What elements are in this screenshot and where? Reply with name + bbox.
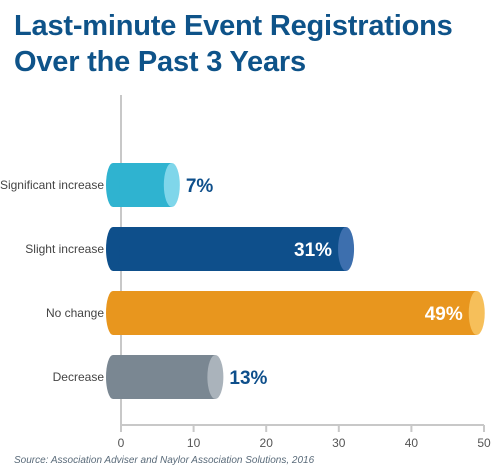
bar-end-cap [468,291,485,335]
value-label: 31% [294,240,332,261]
bar [113,355,216,399]
category-label: Slight increase [25,242,104,256]
value-label: 49% [425,304,463,325]
x-tick-label: 50 [477,436,491,450]
bar-group-2 [106,291,485,335]
x-tick-label: 20 [260,436,274,450]
bar [113,291,477,335]
source-note: Source: Association Adviser and Naylor A… [14,455,315,466]
bar-end-cap [338,227,355,271]
bar-end-cap [207,355,224,399]
x-tick-label: 40 [405,436,419,450]
x-tick-label: 30 [332,436,346,450]
bar-start-cap [106,355,120,399]
category-label: Significant increase [0,178,104,192]
x-tick-label: 0 [118,436,125,450]
bar-start-cap [106,163,120,207]
category-label: No change [46,306,104,320]
bar-start-cap [106,227,120,271]
bar-start-cap [106,291,120,335]
bar [113,163,172,207]
value-label: 13% [229,368,267,389]
chart-title: Last-minute Event Registrations Over the… [14,8,494,80]
bar-end-cap [163,163,180,207]
bar-group-0 [106,163,180,207]
chart-title-line-1: Last-minute Event Registrations [14,10,453,42]
bar-group-1 [106,227,355,271]
value-label: 7% [186,176,214,197]
chart-title-line-2: Over the Past 3 Years [14,46,306,78]
category-label: Decrease [53,370,105,384]
x-tick-label: 10 [187,436,201,450]
bar-group-3 [106,355,224,399]
bar [113,227,347,271]
